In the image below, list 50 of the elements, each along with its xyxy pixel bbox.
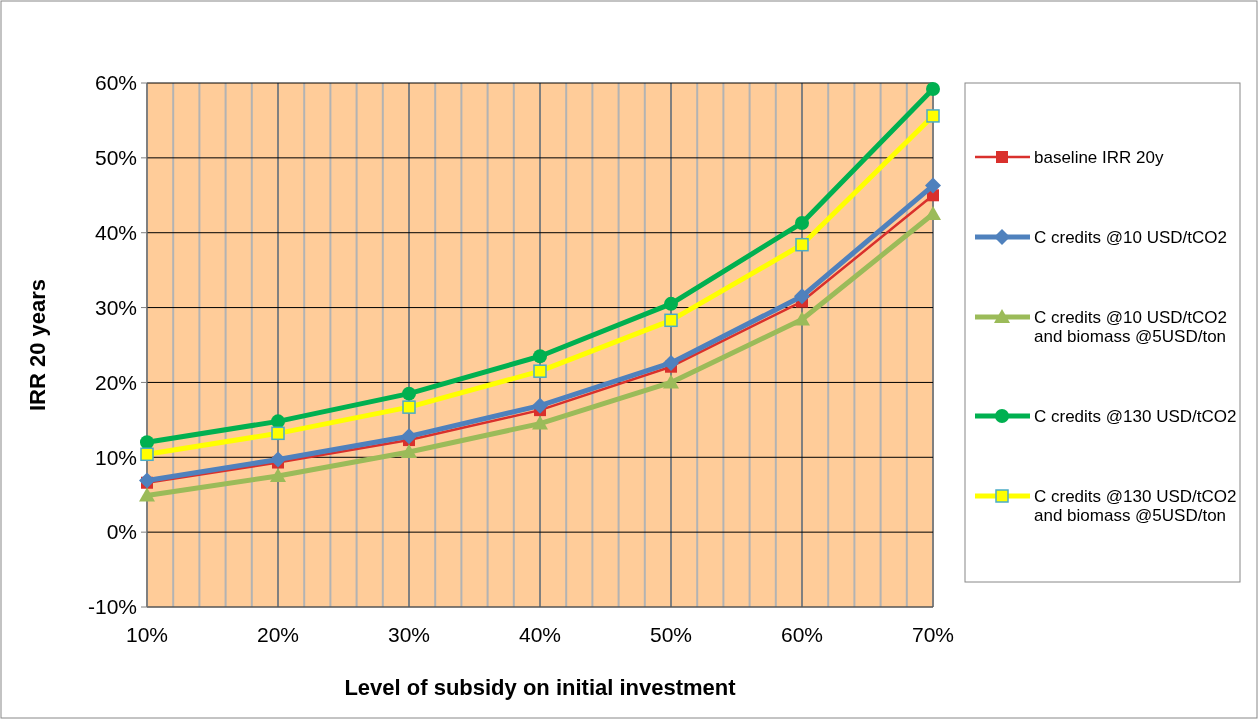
y-tick-label: 0% bbox=[106, 520, 137, 544]
point bbox=[795, 215, 809, 230]
x-tick-label: 50% bbox=[649, 623, 693, 646]
x-tick-label: 30% bbox=[387, 623, 431, 646]
y-tick-label: 30% bbox=[94, 295, 137, 319]
legend-label: baseline IRR 20y bbox=[1034, 148, 1164, 167]
point bbox=[795, 237, 809, 252]
point bbox=[664, 296, 678, 311]
x-axis-title: Level of subsidy on initial investment bbox=[344, 675, 737, 700]
point bbox=[402, 400, 416, 414]
point bbox=[401, 428, 417, 445]
point bbox=[270, 468, 286, 482]
legend-label: C credits @130 USD/tCO2 bbox=[1034, 407, 1237, 426]
point bbox=[925, 177, 941, 194]
point bbox=[271, 414, 285, 429]
y-tick-label: 40% bbox=[94, 221, 137, 245]
point bbox=[926, 81, 940, 96]
legend-label: C credits @10 USD/tCO2 and biomass @5USD/ton bbox=[1034, 308, 1227, 346]
x-tick-label: 70% bbox=[911, 623, 955, 646]
point bbox=[533, 364, 547, 378]
point bbox=[533, 349, 547, 364]
point bbox=[401, 444, 417, 459]
x-tick-label: 40% bbox=[518, 623, 562, 646]
point bbox=[794, 288, 810, 305]
point bbox=[926, 109, 940, 123]
y-tick-label: 20% bbox=[94, 370, 137, 394]
x-tick-label: 20% bbox=[256, 623, 300, 646]
point bbox=[139, 487, 155, 502]
point bbox=[532, 415, 548, 430]
point bbox=[139, 472, 155, 489]
y-tick-label: 50% bbox=[94, 146, 137, 170]
point bbox=[402, 386, 416, 401]
y-tick-label: 60% bbox=[94, 71, 137, 95]
y-tick-label: -10% bbox=[87, 595, 137, 619]
point bbox=[140, 435, 154, 450]
point bbox=[925, 206, 941, 220]
y-axis-title: IRR 20 years bbox=[25, 278, 50, 412]
legend-label: C credits @130 USD/tCO2 and biomass @5USD/ton bbox=[1034, 487, 1237, 525]
x-tick-label: 10% bbox=[125, 623, 169, 646]
y-tick-label: 10% bbox=[94, 445, 137, 469]
point bbox=[663, 374, 679, 389]
point bbox=[532, 397, 548, 414]
point bbox=[140, 447, 154, 462]
point bbox=[270, 451, 286, 468]
legend-label: C credits @10 USD/tCO2 bbox=[1034, 228, 1227, 247]
point bbox=[271, 426, 285, 441]
point bbox=[664, 313, 678, 328]
point bbox=[794, 311, 810, 326]
x-tick-label: 60% bbox=[780, 623, 824, 646]
point bbox=[663, 354, 679, 371]
